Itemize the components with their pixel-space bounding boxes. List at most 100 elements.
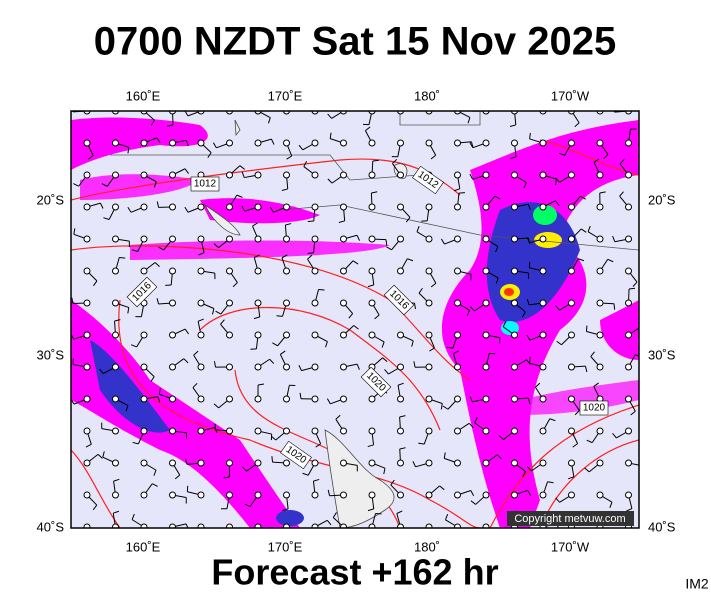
barb-station [169,395,176,403]
barb-flag [352,260,359,265]
barb-station [368,331,376,339]
barb-station [83,235,91,243]
forecast-label: Forecast +162 hr [211,552,498,593]
barb-station [568,331,575,339]
barb-station [397,171,404,179]
barb-flag [150,120,155,126]
barb-flag [125,405,129,412]
barb-station [254,139,262,147]
barb-flag [326,398,331,405]
barb-station [169,299,176,307]
barb-station [625,139,632,147]
barb-flag [212,142,217,149]
barb-flag [131,513,135,520]
barb-staff [598,526,601,528]
barb-flag [193,350,199,356]
barb-flag [73,228,76,235]
barb-station [283,299,290,307]
barb-flag [93,280,98,287]
barb-flag [272,342,278,347]
barb-flag [236,194,243,198]
barb-flag [92,504,98,511]
bottom-lon-label: 180˚ [414,539,440,554]
barb-flag [607,258,614,263]
barb-station [197,139,205,147]
barb-flag [470,490,475,497]
barb-station [197,203,205,211]
barb-flag [326,519,332,526]
barb-station [340,331,347,339]
barb-station [226,299,233,307]
barb-flag [298,144,304,151]
barb-station [368,267,376,275]
barb-station [539,395,547,403]
isobar-label-box [280,440,312,470]
barb-flag [440,403,443,410]
barb-flag [325,341,328,348]
barb-station [511,299,518,307]
barb-flag [495,277,499,284]
barb-flag [252,222,258,227]
barb-flag [555,305,560,311]
barb-flag [88,155,94,160]
barb-station [283,459,290,467]
barb-flag [73,183,79,187]
barb-station [539,331,547,339]
barb-flag [156,201,159,208]
barb-flag [572,443,578,448]
isobar-label: 1012 [194,179,217,190]
barb-station [625,171,632,179]
barb-flag [492,537,496,542]
barb-flag [527,204,531,211]
barb-station [311,491,319,499]
barb-station [254,459,262,467]
barb-station [283,203,290,211]
barb-flag [220,319,225,325]
barb-station [397,523,404,528]
barb-station [226,267,233,275]
barb-station [368,491,376,499]
barb-station [368,395,376,403]
barb-flag [446,346,453,349]
barb-station [368,427,376,435]
isobar-label: 1020 [583,403,606,414]
barb-flag [547,481,554,484]
barb-flag [132,441,139,445]
barb-flag [619,159,625,165]
barb-station [568,203,575,211]
barb-flag [536,95,541,99]
barb-station [83,395,91,403]
image-id: IM2 [685,576,709,592]
barb-station [539,235,547,243]
barb-station [254,395,262,403]
barb-flag [587,225,591,232]
barb-station [511,459,518,467]
isobar-label-box [126,276,158,308]
right-lat-label: 30˚S [648,347,676,362]
barb-flag [299,392,302,399]
barb-station [425,427,433,435]
barb-station [454,299,461,307]
barb-station [340,139,347,147]
barb-flag [197,318,204,322]
barb-flag [185,458,188,465]
barb-staff [200,526,202,528]
barb-station [83,299,91,307]
barb-station [226,363,233,371]
barb-staff [286,526,288,528]
barb-flag [282,508,289,512]
barb-station [397,427,404,435]
barb-flag [372,159,379,162]
barb-station [454,171,461,179]
barb-station [482,491,490,499]
barb-flag [270,435,277,441]
barb-station [425,139,433,147]
barb-flag [390,479,395,486]
barb-station [511,395,518,403]
barb-station [226,331,233,339]
map-frame [70,110,640,529]
barb-flag [281,188,288,191]
isobar-label-box [579,400,609,416]
barb-flag [413,361,416,368]
barb-station [425,235,433,243]
